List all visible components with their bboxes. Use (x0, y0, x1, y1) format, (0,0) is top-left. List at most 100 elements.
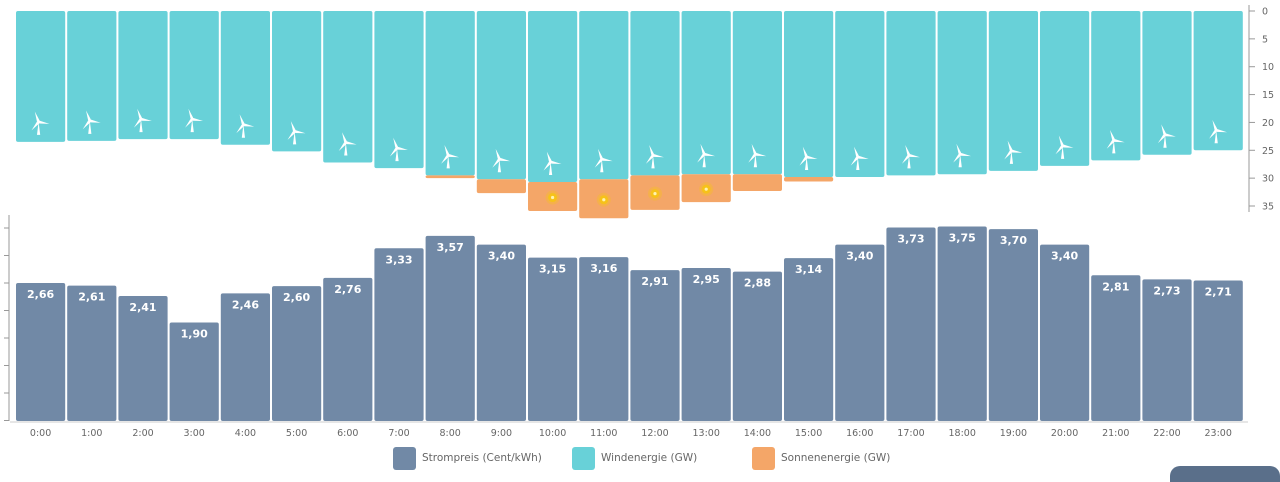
energy-axis-tick-label: 15 (1262, 90, 1274, 101)
x-axis-tick-label: 16:00 (846, 428, 873, 439)
turbine-tower (446, 155, 450, 169)
turbine-tower (651, 155, 655, 169)
price-data-label: 3,40 (1051, 250, 1078, 263)
wind-bar (988, 11, 1038, 171)
x-axis-tick-label: 8:00 (440, 428, 461, 439)
x-axis-tick-label: 3:00 (184, 428, 205, 439)
wind-bar (16, 11, 66, 142)
x-axis-tick-label: 6:00 (337, 428, 358, 439)
x-axis-tick-label: 5:00 (286, 428, 307, 439)
wind-bar (67, 11, 117, 141)
legend-item-price[interactable]: Strompreis (Cent/kWh) (393, 446, 542, 470)
turbine-blade (444, 145, 450, 156)
legend-swatch-price (393, 446, 416, 470)
turbine-blade (953, 154, 961, 163)
x-axis-tick-label: 2:00 (132, 428, 153, 439)
price-data-label: 3,70 (1000, 234, 1027, 247)
wind-bar (835, 11, 885, 178)
wind-turbine-icon (953, 143, 972, 168)
legend-label-price: Strompreis (Cent/kWh) (422, 452, 542, 464)
energy-axis-tick-label: 0 (1262, 7, 1268, 18)
turbine-blade (550, 160, 562, 164)
wind-turbine-icon (338, 132, 357, 156)
turbine-tower (139, 119, 143, 133)
turbine-tower (293, 131, 297, 145)
price-bar (272, 286, 322, 421)
price-bar (528, 257, 578, 421)
turbine-blade (239, 114, 245, 125)
corner-tab[interactable] (1170, 466, 1280, 482)
price-bar (374, 248, 424, 421)
turbine-blade (192, 117, 204, 122)
legend-item-wind[interactable]: Windenergie (GW) (572, 446, 697, 470)
turbine-tower (395, 148, 399, 162)
price-data-label: 2,61 (78, 291, 105, 304)
x-axis-tick-label: 0:00 (30, 428, 51, 439)
turbine-blade (1209, 130, 1217, 139)
wind-bar (528, 11, 578, 183)
legend-item-solar[interactable]: Sonnenenergie (GW) (752, 446, 890, 470)
turbine-hub (395, 146, 399, 150)
price-data-label: 2,66 (27, 288, 54, 301)
wind-turbine-icon (133, 108, 152, 133)
sun-core (551, 195, 555, 200)
turbine-blade (448, 154, 460, 158)
turbine-hub (1214, 128, 1218, 132)
turbine-hub (651, 153, 655, 157)
turbine-blade (89, 119, 101, 123)
chart-legend: Strompreis (Cent/kWh) Windenergie (GW) S… (0, 446, 1280, 470)
sun-icon (596, 192, 611, 207)
turbine-blade (543, 161, 552, 171)
price-data-label: 1,90 (181, 327, 208, 340)
price-data-label: 3,14 (795, 263, 822, 276)
price-data-label: 3,33 (385, 253, 412, 266)
solar-bar (425, 175, 475, 179)
price-data-label: 2,81 (1102, 280, 1129, 293)
price-bar (323, 277, 373, 421)
price-bar (988, 229, 1038, 421)
turbine-blade (185, 119, 193, 128)
wind-bar (784, 11, 834, 178)
wind-turbine-icon (287, 121, 306, 145)
wind-bar (220, 11, 270, 145)
turbine-blade (1007, 140, 1013, 151)
turbine-tower (702, 154, 706, 168)
wind-bar (425, 11, 475, 176)
turbine-blade (287, 131, 296, 140)
price-bar (1040, 244, 1090, 421)
turbine-tower (805, 157, 809, 171)
sun-icon (648, 186, 662, 201)
wind-bar (1193, 11, 1243, 151)
turbine-blade (755, 153, 767, 157)
turbine-blade (397, 146, 408, 151)
turbine-tower (497, 159, 501, 173)
wind-bar (323, 11, 373, 163)
x-axis-tick-label: 11:00 (590, 428, 617, 439)
wind-bar (732, 11, 782, 175)
energy-axis-tick-label: 10 (1262, 62, 1274, 73)
x-axis-tick-label: 14:00 (744, 428, 771, 439)
turbine-hub (753, 152, 757, 156)
turbine-hub (1112, 138, 1116, 142)
x-axis-tick-label: 7:00 (388, 428, 409, 439)
price-data-label: 2,91 (641, 275, 668, 288)
wind-turbine-icon (697, 143, 716, 168)
turbine-hub (446, 153, 450, 157)
turbine-blade (748, 154, 756, 163)
legend-label-wind: Windenergie (GW) (601, 452, 698, 464)
wind-turbine-icon (1157, 124, 1176, 148)
wind-turbine-icon (389, 137, 408, 162)
wind-turbine-icon (441, 145, 460, 169)
x-axis-tick-label: 9:00 (491, 428, 512, 439)
sun-icon (545, 190, 560, 205)
x-axis-tick-label: 15:00 (795, 428, 822, 439)
turbine-blade (700, 143, 706, 155)
x-axis-tick-label: 18:00 (949, 428, 976, 439)
wind-turbine-icon (185, 108, 204, 133)
wind-turbine-icon (236, 114, 255, 138)
wind-bar (476, 11, 526, 180)
price-bar (220, 293, 270, 421)
turbine-tower (1214, 130, 1218, 144)
price-data-label: 2,46 (232, 298, 259, 311)
x-axis-tick-label: 19:00 (1000, 428, 1027, 439)
